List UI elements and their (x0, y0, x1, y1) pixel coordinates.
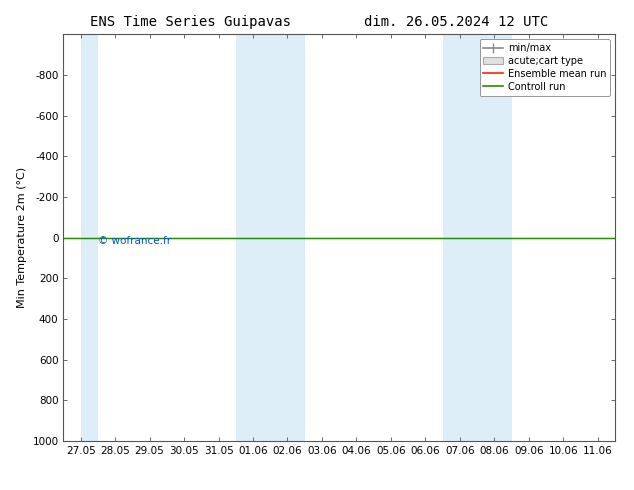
Bar (236, 34, 305, 441)
Text: dim. 26.05.2024 12 UTC: dim. 26.05.2024 12 UTC (365, 15, 548, 29)
Y-axis label: Min Temperature 2m (°C): Min Temperature 2m (°C) (17, 167, 27, 308)
Bar (81, 34, 98, 441)
Bar (443, 34, 512, 441)
Text: ENS Time Series Guipavas: ENS Time Series Guipavas (89, 15, 291, 29)
Text: © wofrance.fr: © wofrance.fr (98, 236, 171, 246)
Legend: min/max, acute;cart type, Ensemble mean run, Controll run: min/max, acute;cart type, Ensemble mean … (479, 39, 610, 96)
